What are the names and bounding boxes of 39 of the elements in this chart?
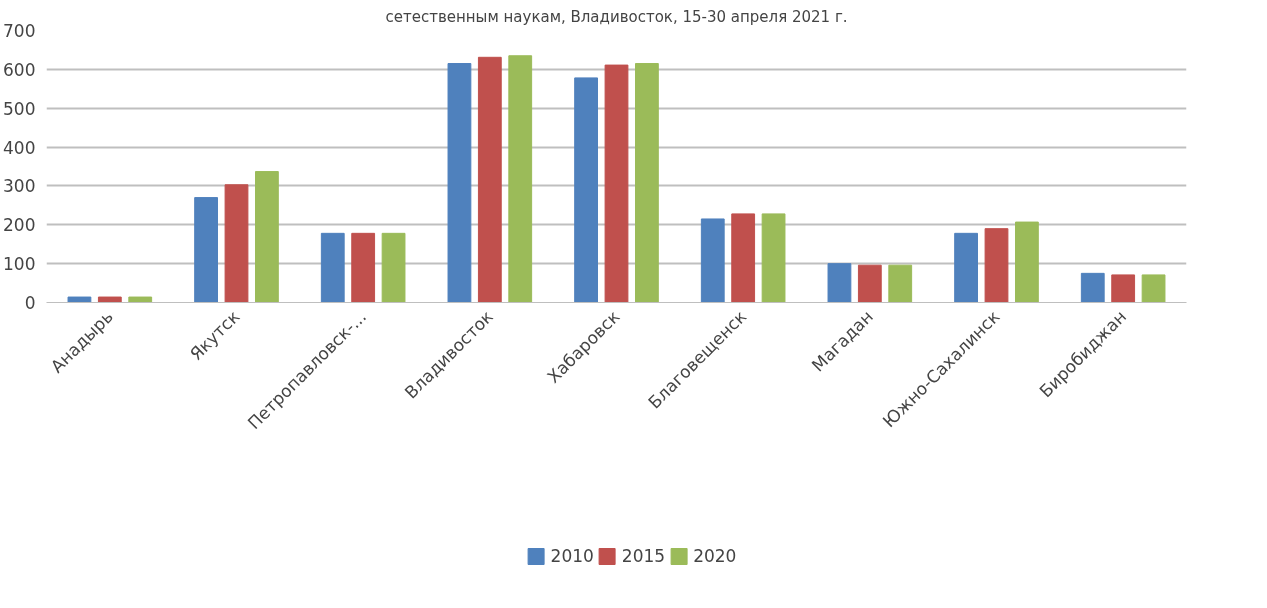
bar xyxy=(224,184,249,303)
bar xyxy=(447,63,472,303)
y-tick-label: 100 xyxy=(3,254,36,275)
bar xyxy=(351,232,376,303)
text: сетественным наукам, Владивосток, 15-30 апреля 2021 г. xyxy=(385,7,848,26)
bar xyxy=(67,296,92,303)
legend-label: 2015 xyxy=(621,545,666,566)
bar xyxy=(508,55,533,303)
bar xyxy=(984,228,1009,303)
bar xyxy=(731,213,756,303)
legend-label: 2020 xyxy=(693,545,737,566)
bar xyxy=(477,56,502,303)
bar xyxy=(635,63,659,303)
y-tick-label: 300 xyxy=(3,176,36,197)
bar xyxy=(954,232,978,303)
bar xyxy=(888,264,913,303)
bar xyxy=(857,264,882,303)
y-tick-label: 400 xyxy=(3,137,36,158)
bar xyxy=(320,232,345,303)
bar xyxy=(1141,274,1166,303)
bar xyxy=(128,296,153,303)
bar xyxy=(255,171,279,303)
bar xyxy=(1015,221,1039,303)
bar xyxy=(97,296,122,303)
bar xyxy=(1080,272,1105,303)
bar xyxy=(194,197,218,303)
bar xyxy=(1111,274,1136,303)
y-tick-label: 0 xyxy=(24,293,36,313)
y-tick-label: 700 xyxy=(3,21,36,41)
bar xyxy=(381,232,406,303)
legend-label: 2010 xyxy=(550,545,594,566)
bar xyxy=(827,263,852,303)
bar xyxy=(700,218,725,303)
bar xyxy=(604,64,629,303)
y-tick-label: 500 xyxy=(3,98,36,119)
bar xyxy=(574,77,598,303)
y-tick-label: 200 xyxy=(3,215,36,236)
y-tick-label: 600 xyxy=(3,59,36,80)
bar xyxy=(761,213,786,303)
